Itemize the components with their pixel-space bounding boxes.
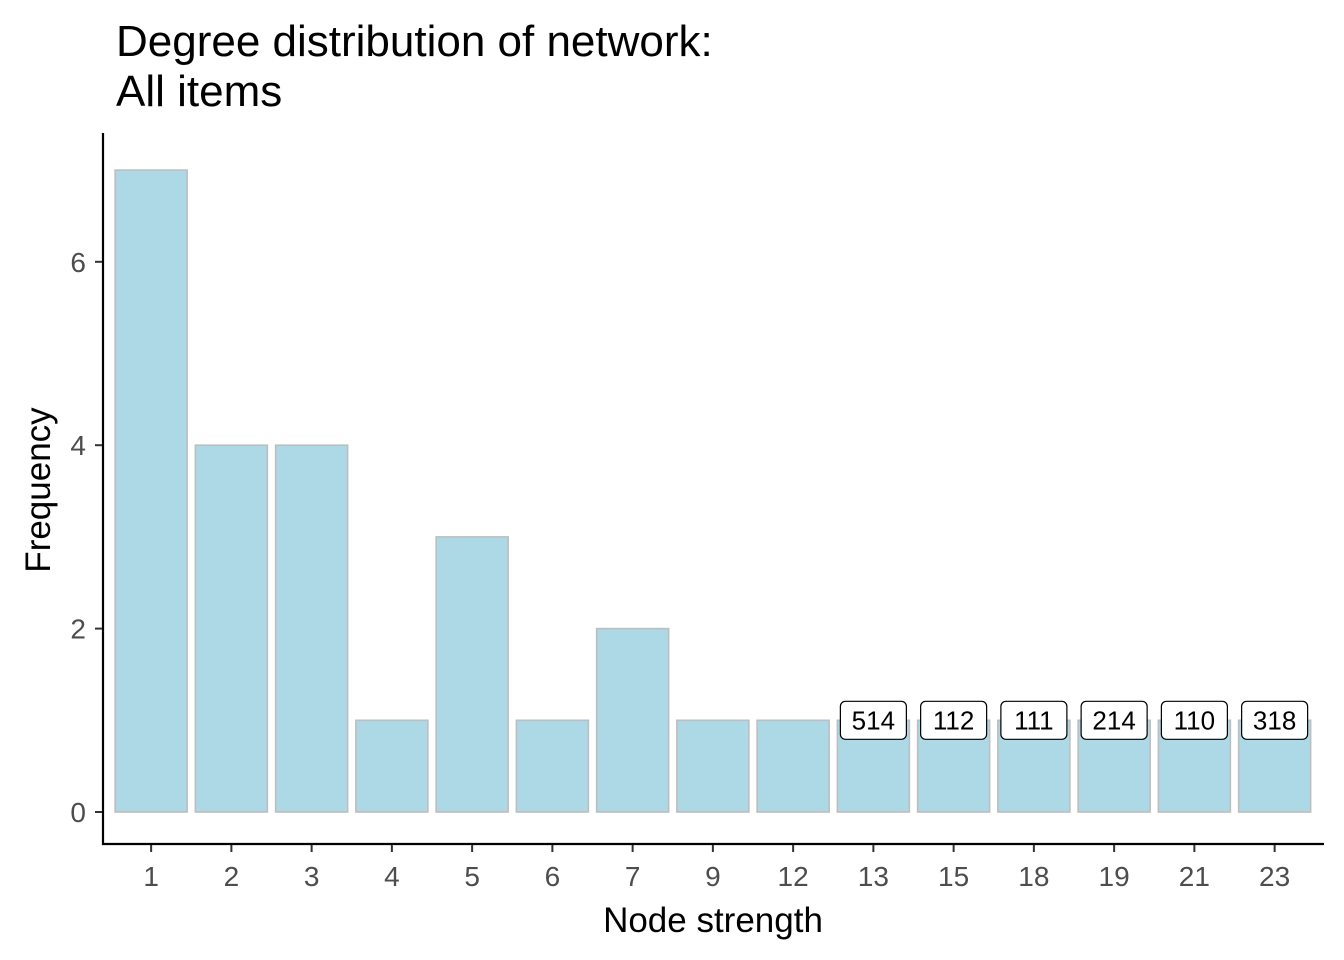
bar-1 xyxy=(114,169,188,813)
data-label-box xyxy=(1080,700,1148,740)
x-tick-label: 18 xyxy=(1018,861,1049,892)
data-label-19: 214 xyxy=(1080,700,1148,740)
data-label-text: 514 xyxy=(852,705,895,735)
bar-2 xyxy=(194,444,269,813)
bar-12 xyxy=(756,719,830,813)
data-label-15: 112 xyxy=(920,700,988,740)
x-tick-label: 21 xyxy=(1179,861,1210,892)
data-label-text: 111 xyxy=(1014,705,1054,735)
x-tick-label: 19 xyxy=(1099,861,1130,892)
bars-layer xyxy=(114,169,1312,813)
data-label-text: 110 xyxy=(1174,705,1215,735)
chart-subtitle: All items xyxy=(116,67,282,116)
bar-3 xyxy=(274,444,349,813)
x-tick-label: 4 xyxy=(384,861,400,892)
y-tick-label: 4 xyxy=(70,430,86,461)
bar-7 xyxy=(595,627,670,813)
data-label-text: 214 xyxy=(1092,705,1135,735)
data-label-box xyxy=(920,700,988,740)
x-tick-label: 15 xyxy=(938,861,969,892)
x-tick-label: 2 xyxy=(224,861,240,892)
data-label-21: 110 xyxy=(1160,700,1228,740)
bar-9 xyxy=(676,719,750,813)
y-axis-title: Frequency xyxy=(19,407,58,573)
data-label-13: 514 xyxy=(839,700,907,740)
y-tick-label: 6 xyxy=(70,247,86,278)
data-label-23: 318 xyxy=(1241,700,1309,740)
data-label-text: 318 xyxy=(1253,705,1296,735)
x-tick-label: 5 xyxy=(464,861,480,892)
x-tick-label: 3 xyxy=(304,861,320,892)
y-axis-ticks: 0 2 4 6 xyxy=(70,247,102,828)
data-label-text: 112 xyxy=(933,705,974,735)
x-tick-label: 1 xyxy=(143,861,159,892)
data-label-box xyxy=(1241,700,1309,740)
x-tick-label: 13 xyxy=(858,861,889,892)
y-tick-label: 2 xyxy=(70,614,86,645)
x-tick-label: 6 xyxy=(545,861,561,892)
x-tick-label: 9 xyxy=(705,861,721,892)
x-tick-label: 23 xyxy=(1259,861,1290,892)
y-tick-label: 0 xyxy=(70,797,86,828)
x-axis-ticks: 1 2 3 4 5 6 7 9 12 13 15 18 19 21 23 xyxy=(143,845,1290,892)
data-labels-layer: 514 112 111 214 110 318 xyxy=(839,700,1309,740)
x-tick-label: 12 xyxy=(778,861,809,892)
bar-4 xyxy=(355,719,429,813)
chart-title: Degree distribution of network: xyxy=(116,17,713,66)
data-label-18: 111 xyxy=(1000,700,1068,740)
bar-5 xyxy=(435,536,509,813)
x-tick-label: 7 xyxy=(625,861,641,892)
data-label-box xyxy=(1000,700,1068,740)
data-label-box xyxy=(839,700,907,740)
data-label-box xyxy=(1160,700,1228,740)
bar-6 xyxy=(515,719,590,813)
x-axis-title: Node strength xyxy=(603,901,823,940)
